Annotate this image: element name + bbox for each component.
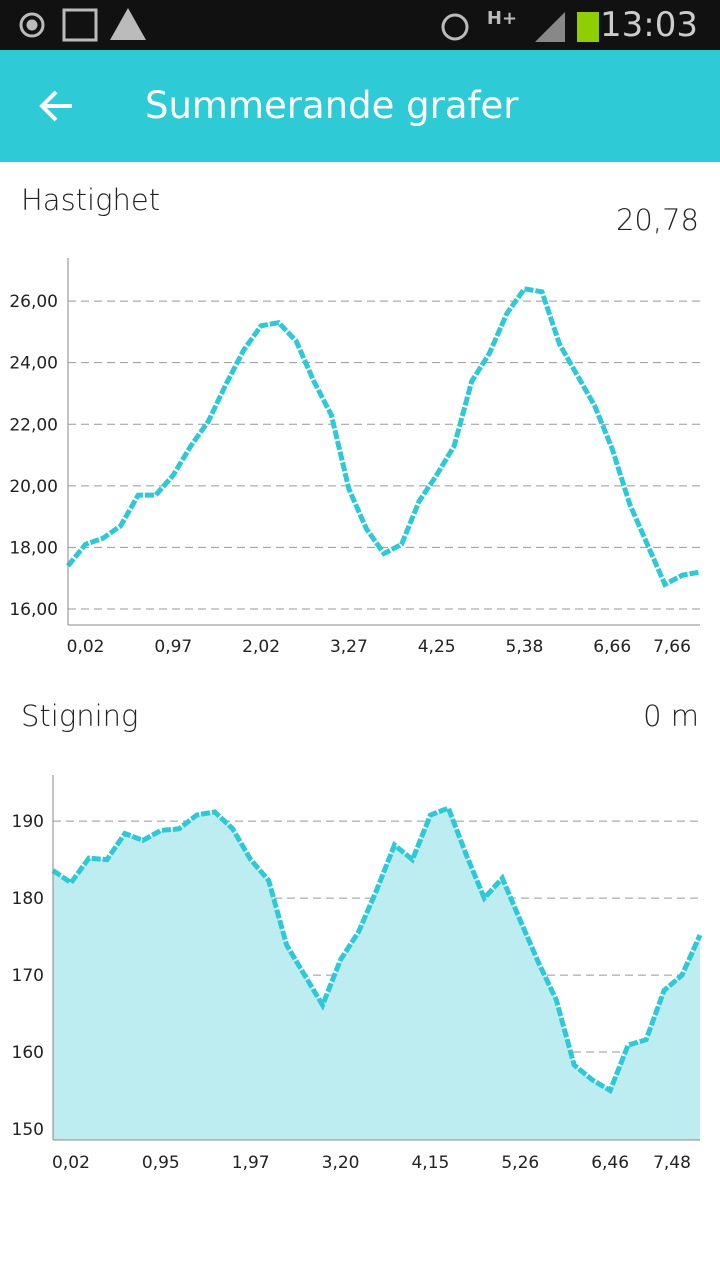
network-type: H+: [487, 8, 517, 29]
clock: 13:03: [600, 5, 698, 45]
elevation-line: [51, 804, 703, 1095]
status-icons: [19, 8, 599, 42]
y-tick-label: 190: [12, 812, 44, 832]
y-tick-label: 20,00: [9, 477, 58, 497]
y-tick-label: 150: [12, 1120, 44, 1140]
y-tick-label: 18,00: [9, 538, 58, 558]
chart-title: Stigning: [21, 699, 138, 733]
y-tick-label: 180: [12, 889, 44, 909]
speed-line: [66, 286, 701, 588]
app-title: Summerande grafer: [145, 84, 519, 127]
x-tick-label: 5,26: [501, 1153, 539, 1173]
x-tick-label: 6,46: [591, 1153, 629, 1173]
elevation-area: [53, 808, 700, 1140]
y-tick-label: 160: [12, 1043, 44, 1063]
x-tick-label: 6,66: [593, 637, 631, 657]
current-value: 0 m: [643, 699, 699, 733]
x-tick-label: 4,15: [411, 1153, 449, 1173]
current-value: 20,78: [616, 203, 699, 237]
x-tick-label: 0,02: [67, 637, 105, 657]
y-tick-label: 22,00: [9, 415, 58, 435]
x-tick-label: 7,48: [653, 1153, 691, 1173]
x-tick-label: 2,02: [242, 637, 280, 657]
y-tick-label: 170: [12, 966, 44, 986]
x-tick-label: 1,97: [232, 1153, 270, 1173]
x-tick-label: 0,02: [52, 1153, 90, 1173]
y-tick-label: 26,00: [9, 292, 58, 312]
x-tick-label: 0,97: [154, 637, 192, 657]
y-tick-label: 16,00: [9, 600, 58, 620]
x-tick-label: 4,25: [418, 637, 456, 657]
chart-title: Hastighet: [21, 183, 160, 217]
x-tick-label: 3,20: [322, 1153, 360, 1173]
x-tick-label: 3,27: [330, 637, 368, 657]
x-tick-label: 5,38: [506, 637, 544, 657]
x-tick-label: 7,66: [653, 637, 691, 657]
x-tick-label: 0,95: [142, 1153, 180, 1173]
back-button[interactable]: [39, 90, 72, 122]
y-tick-label: 24,00: [9, 354, 58, 374]
app-bar: [0, 50, 720, 162]
